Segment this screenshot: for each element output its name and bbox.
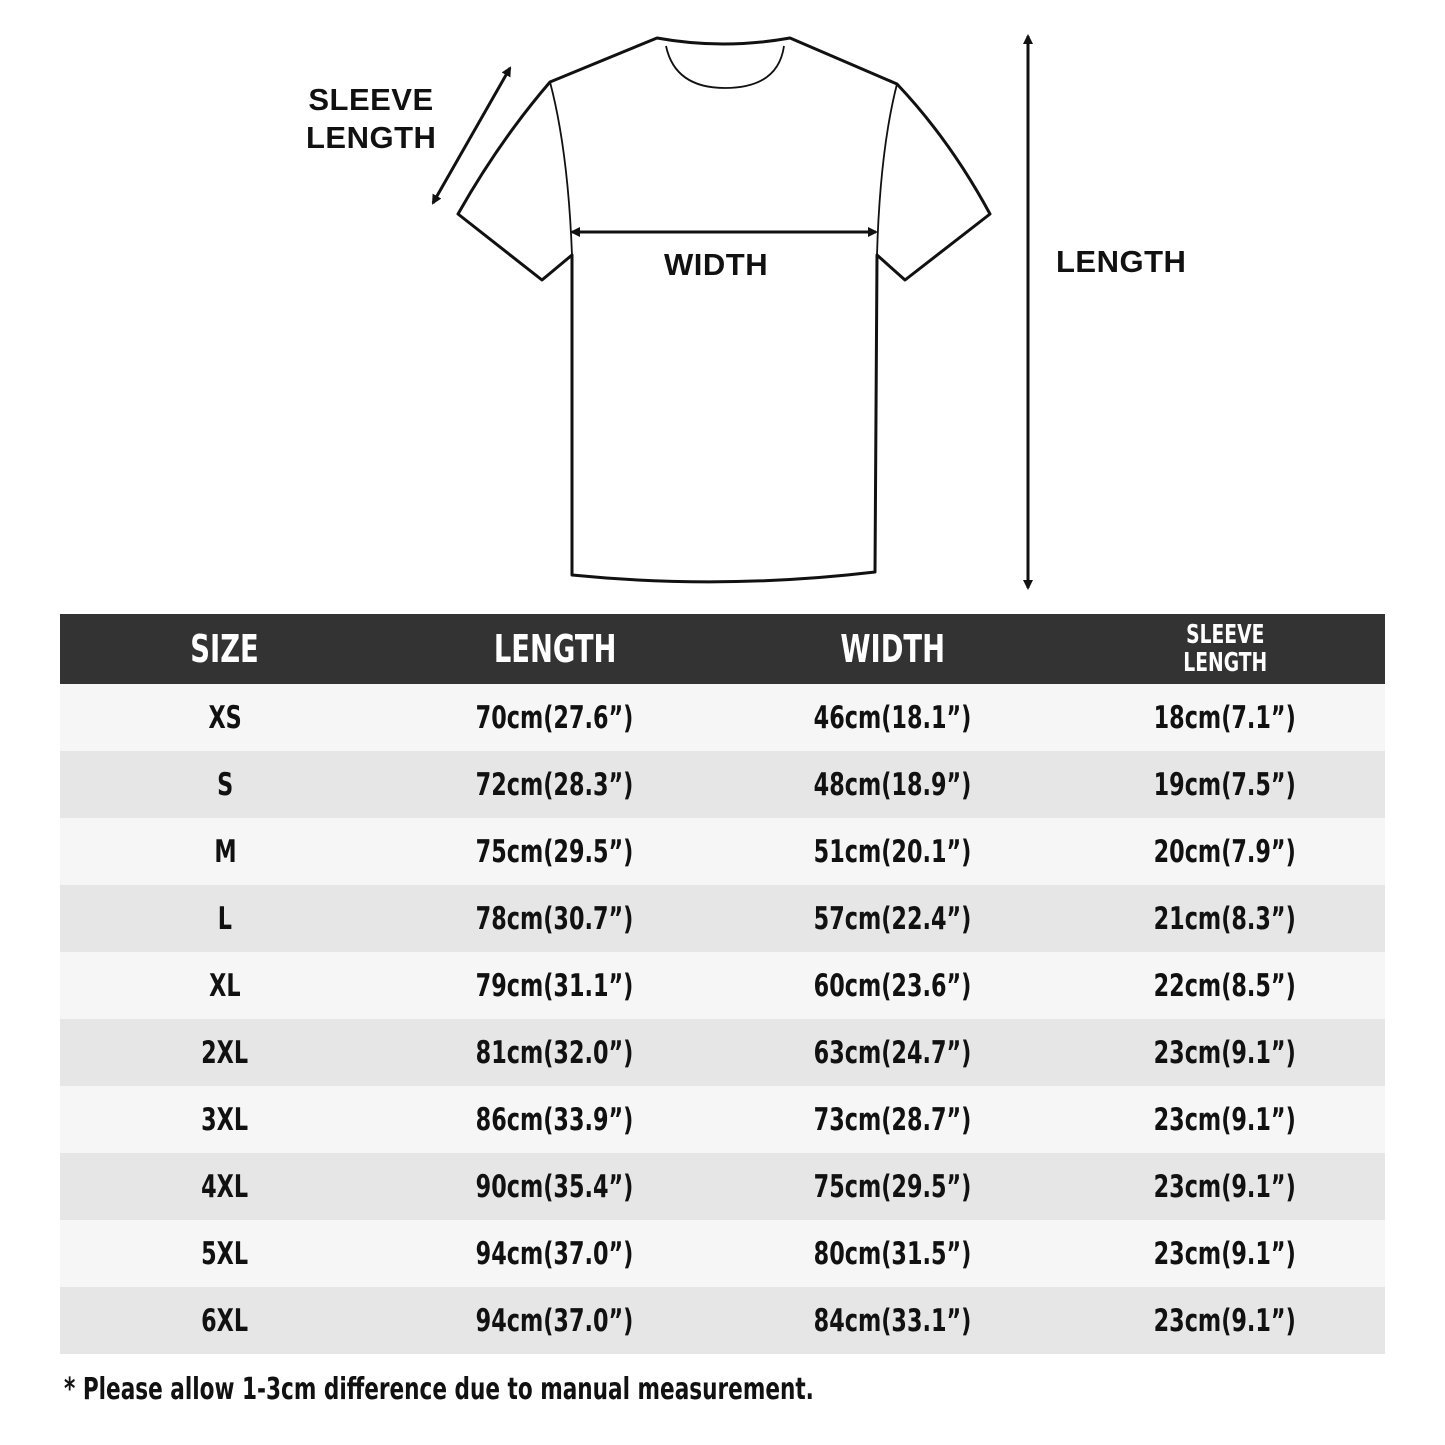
cell-width: 84cm(33.1”) (720, 1287, 1065, 1354)
cell-width: 46cm(18.1”) (720, 684, 1065, 751)
width-label: WIDTH (664, 247, 769, 282)
table-row: S 72cm(28.3”) 48cm(18.9”) 19cm(7.5”) (60, 751, 1385, 818)
cell-length: 70cm(27.6”) (390, 684, 720, 751)
cell-sleeve-length: 23cm(9.1”) (1065, 1153, 1385, 1220)
cell-sleeve-length: 20cm(7.9”) (1065, 818, 1385, 885)
length-label: LENGTH (1056, 244, 1187, 279)
cell-length: 75cm(29.5”) (390, 818, 720, 885)
cell-size: 6XL (60, 1287, 390, 1354)
cell-width: 60cm(23.6”) (720, 952, 1065, 1019)
footnote: * Please allow 1-3cm difference due to m… (64, 1372, 814, 1407)
header-length: LENGTH (390, 614, 720, 684)
sleeve-length-label: SLEEVE LENGTH (306, 80, 436, 158)
cell-width: 57cm(22.4”) (720, 885, 1065, 952)
sleeve-label-line2: LENGTH (306, 120, 437, 155)
cell-width: 63cm(24.7”) (720, 1019, 1065, 1086)
cell-length: 78cm(30.7”) (390, 885, 720, 952)
cell-size: S (60, 751, 390, 818)
cell-sleeve-length: 23cm(9.1”) (1065, 1086, 1385, 1153)
cell-size: XL (60, 952, 390, 1019)
cell-width: 73cm(28.7”) (720, 1086, 1065, 1153)
sleeve-arrow (431, 66, 512, 205)
cell-size: 3XL (60, 1086, 390, 1153)
cell-size: 4XL (60, 1153, 390, 1220)
table-row: L 78cm(30.7”) 57cm(22.4”) 21cm(8.3”) (60, 885, 1385, 952)
neckline (665, 45, 785, 89)
cell-size: M (60, 818, 390, 885)
cell-size: 5XL (60, 1220, 390, 1287)
cell-sleeve-length: 23cm(9.1”) (1065, 1220, 1385, 1287)
table-row: 5XL 94cm(37.0”) 80cm(31.5”) 23cm(9.1”) (60, 1220, 1385, 1287)
size-chart-table: SIZE LENGTH WIDTH SLEEVE LENGTH XS 70cm(27… (60, 614, 1385, 1354)
header-sleeve-length: SLEEVE LENGTH (1065, 614, 1385, 684)
cell-length: 81cm(32.0”) (390, 1019, 720, 1086)
cell-sleeve-length: 23cm(9.1”) (1065, 1019, 1385, 1086)
table-row: M 75cm(29.5”) 51cm(20.1”) 20cm(7.9”) (60, 818, 1385, 885)
cell-sleeve-length: 21cm(8.3”) (1065, 885, 1385, 952)
sleeve-label-line1: SLEEVE (308, 82, 434, 117)
cell-length: 94cm(37.0”) (390, 1220, 720, 1287)
cell-size: 2XL (60, 1019, 390, 1086)
header-size: SIZE (60, 614, 390, 684)
header-width: WIDTH (720, 614, 1065, 684)
cell-width: 51cm(20.1”) (720, 818, 1065, 885)
table-row: 4XL 90cm(35.4”) 75cm(29.5”) 23cm(9.1”) (60, 1153, 1385, 1220)
cell-length: 72cm(28.3”) (390, 751, 720, 818)
table-header-row: SIZE LENGTH WIDTH SLEEVE LENGTH (60, 614, 1385, 684)
cell-sleeve-length: 19cm(7.5”) (1065, 751, 1385, 818)
tshirt-outline (456, 36, 992, 584)
table-row: XL 79cm(31.1”) 60cm(23.6”) 22cm(8.5”) (60, 952, 1385, 1019)
table-row: 2XL 81cm(32.0”) 63cm(24.7”) 23cm(9.1”) (60, 1019, 1385, 1086)
cell-sleeve-length: 18cm(7.1”) (1065, 684, 1385, 751)
cell-sleeve-length: 22cm(8.5”) (1065, 952, 1385, 1019)
cell-sleeve-length: 23cm(9.1”) (1065, 1287, 1385, 1354)
table-row: XS 70cm(27.6”) 46cm(18.1”) 18cm(7.1”) (60, 684, 1385, 751)
table-row: 3XL 86cm(33.9”) 73cm(28.7”) 23cm(9.1”) (60, 1086, 1385, 1153)
cell-size: XS (60, 684, 390, 751)
cell-length: 90cm(35.4”) (390, 1153, 720, 1220)
cell-width: 48cm(18.9”) (720, 751, 1065, 818)
tshirt-diagram (431, 34, 1033, 590)
cell-width: 75cm(29.5”) (720, 1153, 1065, 1220)
table-row: 6XL 94cm(37.0”) 84cm(33.1”) 23cm(9.1”) (60, 1287, 1385, 1354)
cell-size: L (60, 885, 390, 952)
cell-length: 94cm(37.0”) (390, 1287, 720, 1354)
cell-width: 80cm(31.5”) (720, 1220, 1065, 1287)
cell-length: 86cm(33.9”) (390, 1086, 720, 1153)
cell-length: 79cm(31.1”) (390, 952, 720, 1019)
